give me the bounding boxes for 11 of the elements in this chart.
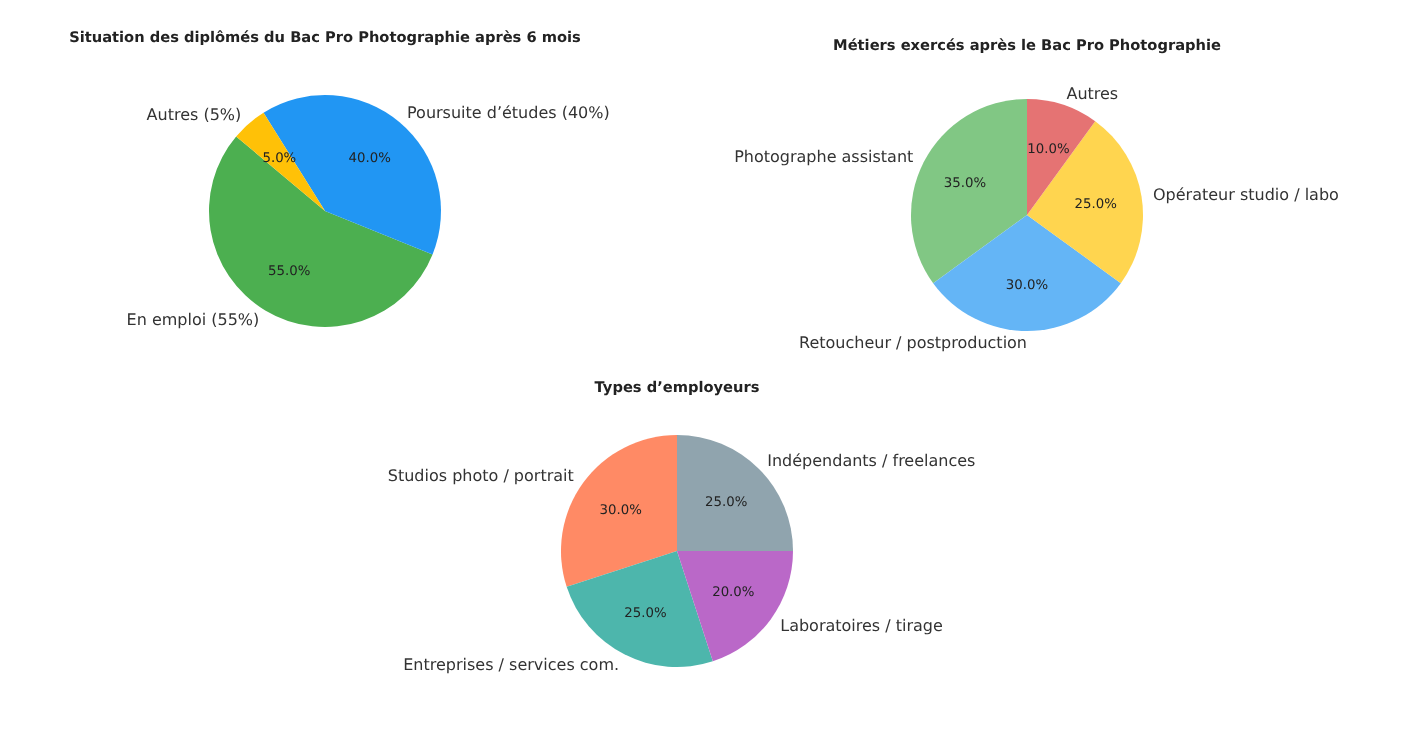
slice-label: En emploi (55%) (126, 311, 260, 330)
slice-label: Laboratoires / tirage (780, 617, 944, 635)
slice-label: Studios photo / portrait (387, 467, 574, 485)
slice-label: Indépendants / freelances (767, 451, 976, 470)
slice-label: Opérateur studio / labo (1153, 186, 1340, 205)
slice-label: Poursuite d’études (40%) (407, 104, 610, 123)
slice-label: Retoucheur / postproduction (799, 333, 1028, 352)
slice-label: Autres (5%) (146, 105, 242, 124)
slice-label: Photographe assistant (734, 148, 914, 167)
slice-label: Autres (1066, 84, 1119, 103)
slice-label: Entreprises / services com. (403, 655, 620, 674)
